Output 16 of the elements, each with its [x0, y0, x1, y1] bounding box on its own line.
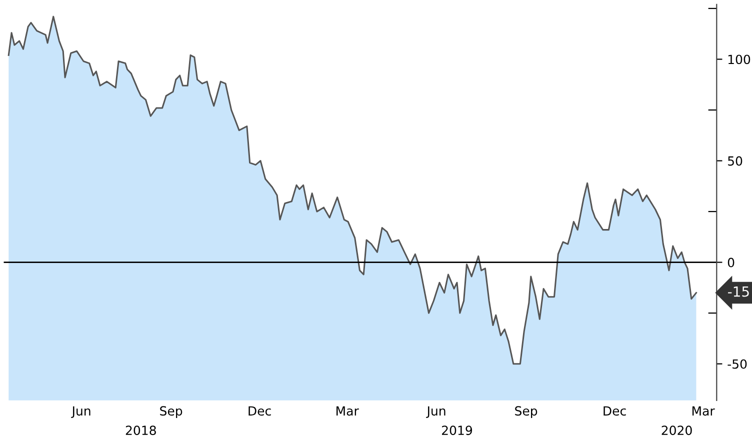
x2-tick-label: 2019	[442, 426, 472, 436]
y-tick-label: 50	[728, 156, 742, 166]
annotation: -15	[728, 286, 749, 297]
x-tick-label: Dec	[604, 406, 626, 416]
x2-tick-label: 2020	[662, 426, 692, 436]
x-tick-label: Mar	[336, 406, 359, 416]
x-tick-label: Jun	[71, 406, 90, 418]
x-tick-label: Sep	[515, 406, 538, 418]
x-tick-label: Mar	[692, 406, 715, 416]
y-tick-label: 0	[728, 258, 734, 268]
y-tick-label: 100	[728, 54, 750, 64]
x2-tick-label: 2018	[126, 426, 156, 436]
x-tick-label: Dec	[248, 406, 271, 416]
x-tick-label: Sep	[160, 406, 182, 418]
x-tick-label: Jun	[426, 406, 446, 418]
y-tick-label: -50	[728, 359, 747, 369]
